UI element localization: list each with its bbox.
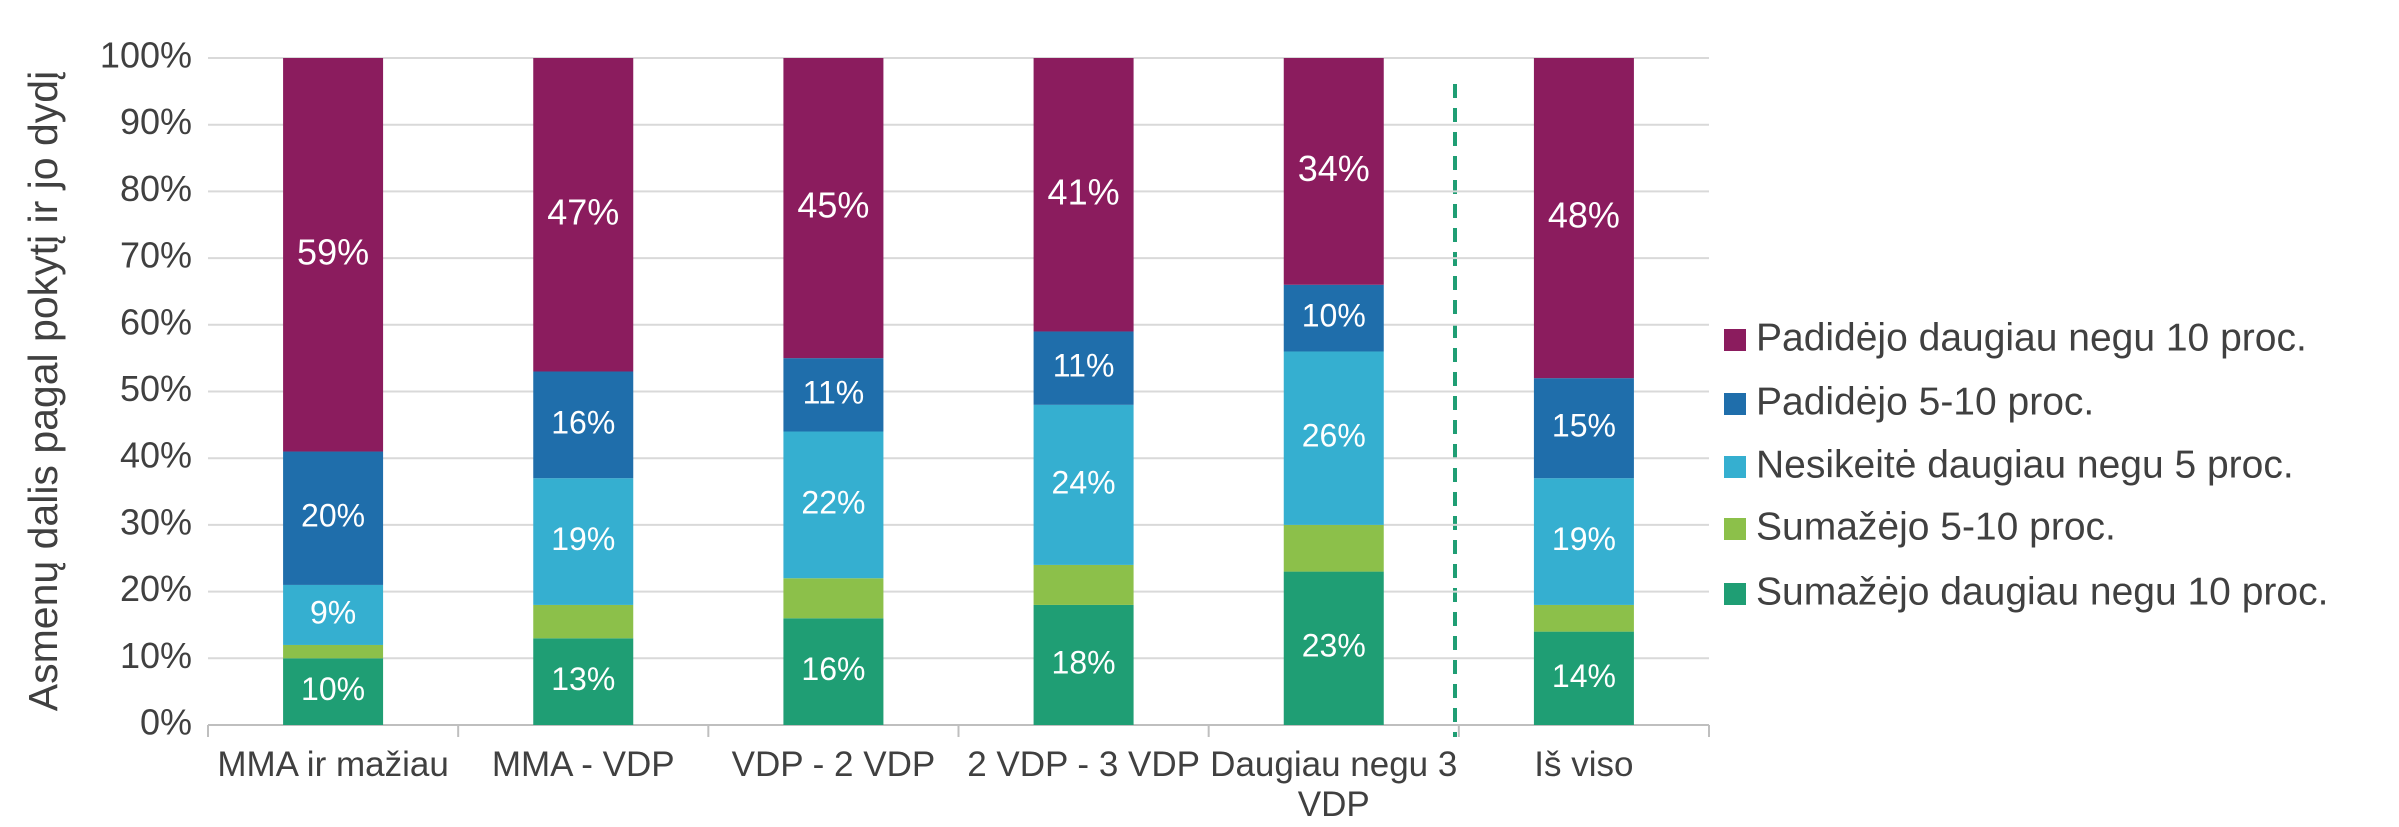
y-tick-label: 60% (120, 301, 192, 342)
y-tick-label: 30% (120, 501, 192, 542)
data-label: 24% (1052, 464, 1116, 500)
bar-segment (1283, 284, 1384, 352)
legend-swatch (1724, 518, 1746, 540)
y-axis-label: Asmenų dalis pagal pokytį ir jo dydį (20, 71, 66, 711)
bar-segment (533, 58, 634, 372)
bar-segment (783, 618, 884, 725)
y-tick-label: 70% (120, 235, 192, 276)
data-label: 18% (1052, 644, 1116, 680)
legend-label: Sumažėjo 5-10 proc. (1756, 505, 2116, 548)
bar-segment (533, 371, 634, 479)
bar-segment (283, 644, 384, 659)
data-label: 19% (551, 521, 615, 557)
data-label: 16% (801, 651, 865, 687)
legend-swatch (1724, 329, 1746, 351)
bar-segment (1033, 404, 1134, 565)
y-tick-label: 90% (120, 101, 192, 142)
y-tick-label: 20% (120, 568, 192, 609)
bar-segment (1283, 571, 1384, 725)
data-label: 48% (1548, 195, 1620, 236)
bar-segment (783, 431, 884, 579)
legend-label: Padidėjo 5-10 proc. (1756, 380, 2094, 423)
x-tick-label: MMA ir mažiau (217, 745, 449, 784)
bar-segment (1283, 351, 1384, 525)
legend-label: Sumažėjo daugiau negu 10 proc. (1756, 570, 2328, 613)
y-tick-label: 40% (120, 435, 192, 476)
data-label: 13% (551, 661, 615, 697)
bar-segment (1533, 378, 1634, 479)
bar-segment (783, 358, 884, 432)
y-tick-label: 100% (100, 35, 192, 76)
x-tick-label: 2 VDP - 3 VDP (967, 745, 1200, 784)
bar-segment (1033, 564, 1134, 605)
data-label: 41% (1048, 171, 1120, 212)
bar-segment (533, 604, 634, 639)
legend-swatch (1724, 456, 1746, 478)
data-label: 59% (297, 231, 369, 272)
data-label: 45% (797, 185, 869, 226)
data-label: 11% (803, 374, 865, 410)
data-label: 47% (547, 191, 619, 232)
y-tick-label: 10% (120, 635, 192, 676)
legend-label: Padidėjo daugiau negu 10 proc. (1756, 316, 2307, 359)
x-tick-label: Daugiau negu 3 VDP (1210, 745, 1458, 824)
bar-segment (1533, 478, 1634, 605)
bar-segment (1283, 58, 1384, 285)
data-label: 14% (1552, 658, 1616, 694)
data-label: 22% (801, 484, 865, 520)
x-tick-label: VDP - 2 VDP (731, 745, 936, 784)
bar-segment (283, 584, 384, 645)
data-label: 10% (1302, 298, 1366, 334)
y-tick-label: 0% (140, 702, 192, 743)
y-tick-label: 80% (120, 168, 192, 209)
bar-segment (1533, 631, 1634, 725)
bar-segment (1033, 604, 1134, 725)
bar-segment (283, 58, 384, 452)
data-label: 20% (301, 498, 365, 534)
legend-label: Nesikeitė daugiau negu 5 proc. (1756, 443, 2294, 486)
x-tick-label: Iš viso (1534, 745, 1634, 784)
data-label: 16% (551, 404, 615, 440)
bar-segment (1533, 604, 1634, 632)
bar-segment (783, 58, 884, 359)
bar-segment (533, 478, 634, 605)
bar-segment (1283, 524, 1384, 572)
data-label: 15% (1552, 408, 1616, 444)
bar-segment (283, 658, 384, 725)
data-label: 34% (1298, 148, 1370, 189)
data-label: 26% (1302, 418, 1366, 454)
x-tick-label: MMA - VDP (491, 745, 675, 784)
bar-segment (1033, 58, 1134, 332)
bar-segment (1533, 58, 1634, 379)
legend-swatch (1724, 393, 1746, 415)
data-label: 10% (301, 671, 365, 707)
bar-segment (1033, 331, 1134, 405)
data-label: 9% (310, 594, 356, 630)
y-tick-label: 50% (120, 368, 192, 409)
bar-segment (783, 578, 884, 619)
legend-swatch (1724, 583, 1746, 605)
bar-segment (533, 638, 634, 725)
data-label: 23% (1302, 628, 1366, 664)
bar-segment (283, 451, 384, 585)
data-label: 19% (1552, 521, 1616, 557)
data-label: 11% (1053, 348, 1115, 384)
